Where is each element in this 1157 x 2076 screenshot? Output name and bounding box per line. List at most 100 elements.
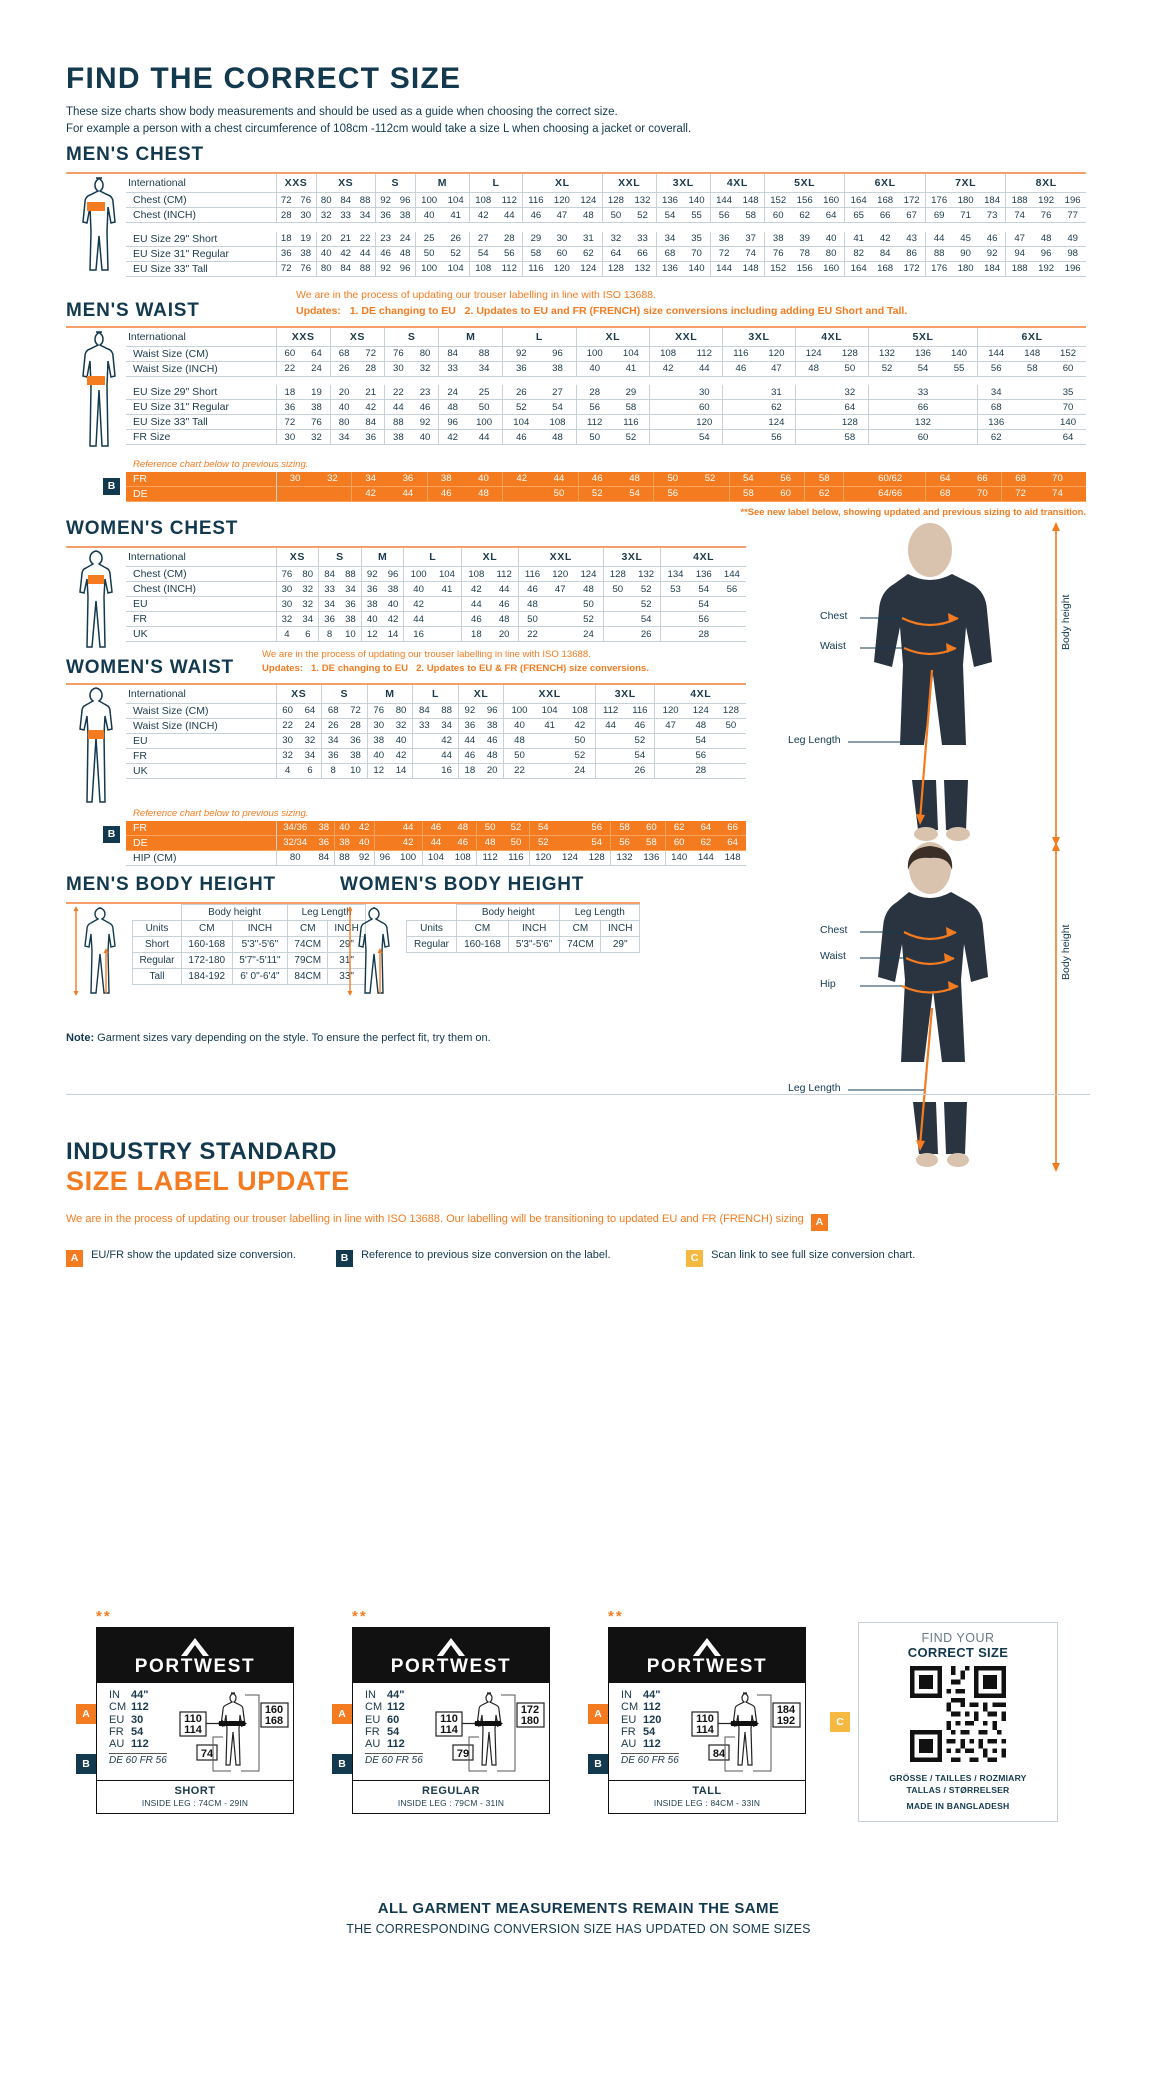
table-row: Waist Size (INCH) 22 24 26 28 30 32 33 34 36 38 40 4… (126, 361, 1086, 377)
qr-find-your: FIND YOUR (921, 1631, 995, 1645)
size-header-cell: XL (457, 684, 504, 704)
mens-body-height-section: MEN'S BODY HEIGHT Body height Leg Length U… (66, 874, 366, 1001)
svg-text:PORTWEST: PORTWEST (135, 1656, 255, 1676)
data-cell (654, 748, 686, 764)
data-cell (722, 385, 759, 400)
data-cell: 34 (318, 596, 340, 612)
data-cell: 34 (298, 748, 322, 764)
data-cell: 30 (275, 429, 304, 445)
badge-b-card: B (76, 1754, 96, 1774)
data-cell: 84 (336, 192, 356, 208)
bh-cell: 74CM (559, 936, 602, 953)
male-torso-figure (66, 174, 126, 277)
row-label: International (126, 684, 277, 704)
data-cell (374, 820, 395, 836)
data-cell: 108 (468, 261, 497, 277)
row-label: EU Size 29" Short (126, 231, 277, 247)
data-cell: 34 (435, 718, 459, 734)
data-cell: 52 (577, 486, 616, 502)
data-cell: 88 (355, 192, 376, 208)
data-cell: 48 (503, 733, 535, 749)
data-cell: 132 (629, 261, 657, 277)
data-cell: 168 (871, 192, 899, 208)
bh-cell: Short (132, 936, 182, 953)
data-cell: 56 (583, 820, 611, 836)
bh-row: Short 160-168 5'3"-5'6" 74CM 29" (132, 936, 366, 953)
data-cell: 39 (791, 231, 818, 247)
bh-subheader: CM (287, 920, 329, 937)
female-body-height-label: Body height (1060, 924, 1072, 980)
data-cell (794, 414, 832, 430)
data-cell: 24 (438, 385, 466, 400)
data-cell: 34 (655, 231, 684, 247)
data-cell: 132 (905, 414, 941, 430)
page-header: FIND THE CORRECT SIZE These size charts … (66, 62, 1086, 137)
row-label: FR Size (126, 429, 277, 445)
data-cell: 88 (924, 246, 953, 262)
data-cell: 22 (275, 718, 299, 734)
data-cell: 144 (717, 566, 746, 582)
data-cell: 47 (548, 207, 576, 223)
data-cell: 152 (1050, 346, 1086, 362)
data-cell: 40 (403, 581, 433, 597)
label-previous-size: DE 60 FR 56 (621, 1752, 679, 1766)
female-hip-label: Hip (820, 978, 836, 990)
data-cell: 26 (502, 385, 540, 400)
data-cell: 70 (1039, 471, 1076, 487)
data-cell: 42 (336, 246, 356, 262)
data-cell (715, 763, 746, 779)
data-cell: 104 (612, 346, 650, 362)
womens-waist-update-1: 1. DE changing to EU (311, 663, 409, 675)
size-label-card: ** PORTWEST IN 44" CM 112 EU 60 FR 54 AU 112 DE 60 F… (332, 1608, 550, 1814)
table-row: FR 32 34 36 38 40 42 44 46 48 50 52 54 56 (126, 748, 746, 764)
data-cell (691, 486, 730, 502)
data-cell (715, 733, 746, 749)
data-cell: 35 (683, 231, 711, 247)
male-chest-label: Chest (820, 610, 848, 622)
data-cell: 180 (952, 261, 979, 277)
data-cell: 20 (329, 385, 358, 400)
bh-cell: 5'3"-5'6" (507, 936, 561, 953)
data-cell: 144 (709, 261, 738, 277)
data-cell: 92 (360, 566, 383, 582)
footer-line-2: THE CORRESPONDING CONVERSION SIZE HAS UP… (346, 1922, 811, 1936)
data-cell (794, 429, 832, 445)
label-spec-row: IN 44" (621, 1689, 679, 1701)
badge-a-intro: A (810, 1214, 828, 1231)
table-row: EU Size 31" Regular 36 38 40 42 44 46 48 50 52 54 5… (126, 399, 1086, 415)
data-cell: 58 (612, 399, 650, 415)
label-spec-key: CM (109, 1701, 127, 1714)
mens-waist-section: MEN'S WAIST We are in the process of upd… (66, 288, 1086, 517)
data-cell (794, 399, 832, 415)
data-cell: 40 (389, 733, 413, 749)
label-body: IN 44" CM 112 EU 30 FR 54 AU 112 DE 60 FR 56 110 114… (96, 1683, 294, 1781)
data-cell (546, 596, 575, 612)
label-spec-row: IN 44" (365, 1689, 423, 1701)
data-cell: 48 (794, 361, 832, 377)
data-cell: 41 (432, 581, 462, 597)
svg-text:110: 110 (440, 1713, 458, 1725)
table-row: DE 42 44 46 48 50 52 54 56 58 60 62 64/66 68 70 72 74 (126, 486, 1086, 502)
data-cell: 80 (315, 192, 336, 208)
data-cell (595, 748, 626, 764)
data-cell: 92 (354, 850, 375, 866)
data-cell: 22 (503, 763, 535, 779)
label-spec-value: 112 (387, 1701, 405, 1714)
data-cell: 36 (275, 246, 296, 262)
label-spec-value: 44" (643, 1689, 661, 1701)
data-cell: 32 (389, 718, 413, 734)
data-cell (867, 414, 906, 430)
asterisk-marker: ** (352, 1608, 368, 1625)
data-cell: 50 (414, 246, 443, 262)
data-cell: 46 (522, 207, 549, 223)
qr-code-icon[interactable] (910, 1666, 1006, 1762)
garment-note: Note: Garment sizes vary depending on th… (66, 1032, 491, 1044)
data-cell: 56 (758, 429, 796, 445)
data-cell: 24 (298, 718, 322, 734)
row-label: FR (126, 820, 277, 836)
data-cell: 60 (1050, 361, 1086, 377)
row-label: International (126, 548, 277, 567)
data-cell: 66 (963, 471, 1002, 487)
data-cell (722, 429, 759, 445)
data-cell: 8 (318, 626, 340, 642)
